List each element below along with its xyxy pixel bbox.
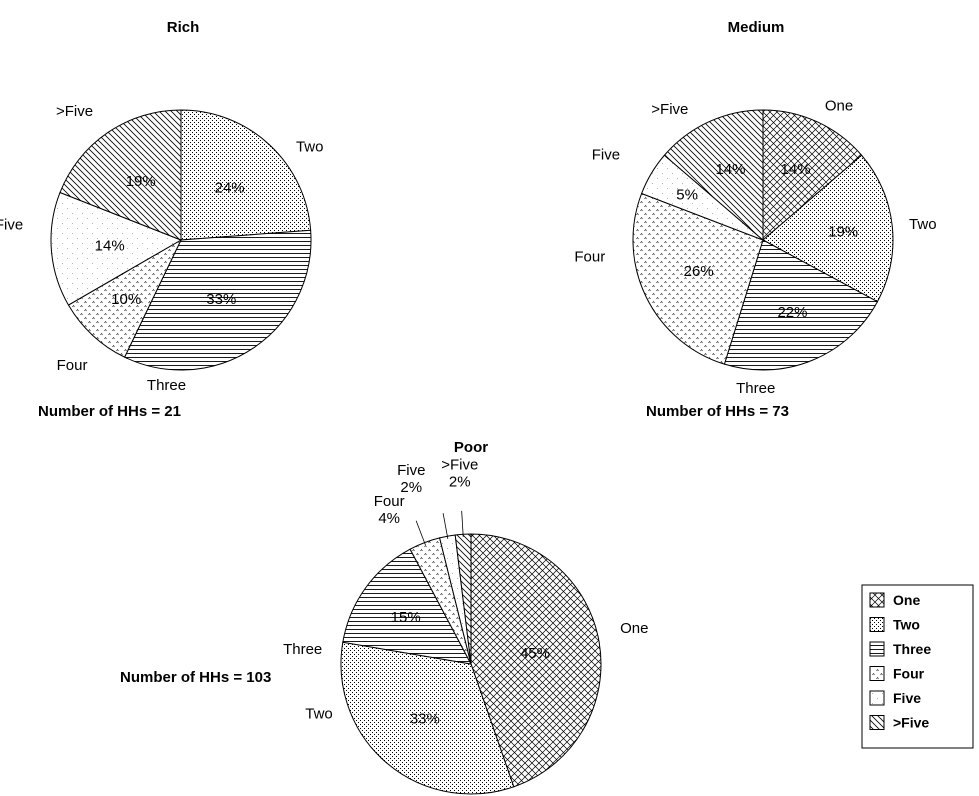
percent-label-three: 15%: [391, 609, 421, 626]
pie-slice-three: [723, 239, 879, 371]
pie-slice-two: [762, 154, 894, 303]
legend-label-one: One: [893, 592, 920, 608]
category-label-two: Two: [296, 138, 324, 155]
legend-label-two: Two: [893, 617, 920, 633]
leader-line-five: [442, 513, 449, 539]
percent-label-four: 10%: [111, 291, 141, 308]
legend-swatch-three: [869, 641, 885, 657]
category-label-one: One: [825, 97, 853, 114]
legend: One Two Three Four Five >Five: [861, 584, 974, 749]
percent-label-two: 24%: [215, 180, 245, 197]
percent-label-gtfive: 2%: [449, 474, 471, 491]
category-label-two: Two: [909, 216, 937, 233]
percent-label-four: 4%: [378, 510, 400, 527]
category-label-four: Four: [574, 248, 605, 265]
legend-swatch-five: [869, 690, 885, 706]
category-label-five: Five: [397, 462, 425, 479]
percent-label-gtfive: 14%: [715, 161, 745, 178]
legend-label-gtfive: >Five: [893, 715, 929, 731]
category-label-three: Three: [147, 377, 186, 394]
leader-line-four: [415, 520, 426, 546]
percent-label-one: 14%: [781, 161, 811, 178]
pie-medium: One 14% Two 19% Three 22% Four 26% Five 5% >Five 14…: [574, 97, 936, 397]
percent-label-two: 33%: [410, 711, 440, 728]
pie-slice-gtfive: [663, 109, 764, 242]
percent-label-five: 14%: [95, 237, 125, 254]
pie-slice-four: [67, 238, 183, 358]
chart-title-rich: Rich: [167, 19, 200, 36]
pie-rich: Two 24% Three 33% Four 10% Five 14% >Five 19%: [0, 103, 323, 394]
legend-swatch-two: [869, 617, 885, 632]
percent-label-four: 26%: [684, 263, 714, 280]
leader-line-gtfive: [461, 510, 464, 537]
household-count-medium: Number of HHs = 73: [646, 403, 789, 420]
chart-title-poor: Poor: [454, 439, 488, 456]
legend-swatch-gtfive: [869, 715, 885, 730]
category-label-two: Two: [305, 706, 333, 723]
chart-title-medium: Medium: [728, 19, 785, 36]
pie-slice-five: [50, 191, 183, 306]
percent-label-five: 5%: [676, 187, 698, 204]
legend-swatch-one: [869, 592, 885, 608]
pie-slice-one: [762, 109, 863, 242]
pie-slice-gtfive: [59, 109, 182, 241]
category-label-gtfive: >Five: [651, 101, 688, 118]
legend-label-four: Four: [893, 666, 925, 682]
percent-label-three: 33%: [206, 291, 236, 308]
category-label-five: Five: [0, 216, 23, 233]
pie-slice-three: [123, 229, 312, 371]
category-label-four: Four: [57, 357, 88, 374]
percent-label-two: 19%: [828, 223, 858, 240]
category-label-five: Five: [592, 147, 620, 164]
percent-label-three: 22%: [777, 304, 807, 321]
percent-label-gtfive: 19%: [126, 173, 156, 190]
category-label-gtfive: >Five: [441, 457, 478, 474]
pie-slice-two: [180, 109, 312, 241]
household-count-rich: Number of HHs = 21: [38, 403, 181, 420]
category-label-one: One: [620, 620, 648, 637]
legend-label-three: Three: [893, 641, 931, 657]
pie-slice-one: [470, 533, 602, 788]
category-label-three: Three: [283, 641, 322, 658]
legend-swatch-four: [869, 666, 885, 681]
category-label-three: Three: [736, 380, 775, 397]
pie-slice-four: [632, 192, 764, 365]
percent-label-one: 45%: [520, 645, 550, 662]
pie-slice-three: [342, 548, 472, 665]
legend-label-five: Five: [893, 690, 921, 706]
pie-slice-two: [340, 641, 515, 795]
percent-label-five: 2%: [400, 479, 422, 496]
household-count-poor: Number of HHs = 103: [120, 669, 271, 686]
category-label-four: Four: [374, 493, 405, 510]
category-label-gtfive: >Five: [56, 103, 93, 120]
